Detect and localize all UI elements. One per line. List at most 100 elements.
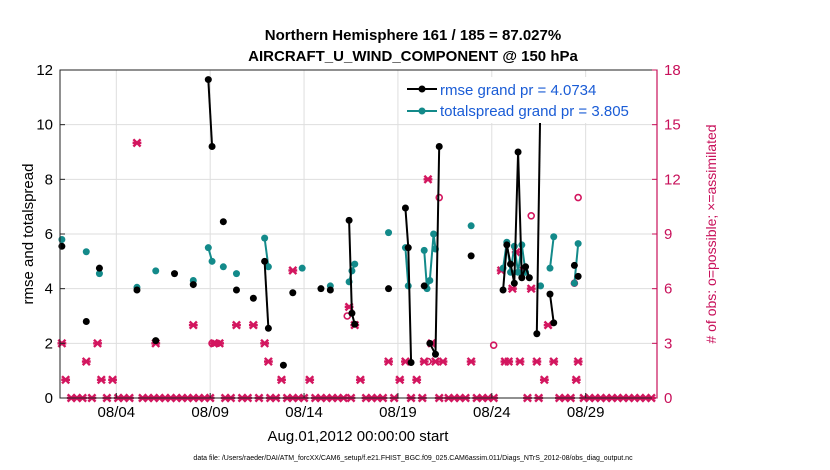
rmse-point — [219, 218, 227, 226]
legend-box — [403, 77, 643, 123]
spread-point — [537, 282, 545, 290]
obs-assimilated-marker — [573, 357, 583, 367]
rmse-point — [407, 358, 415, 366]
rmse-point — [345, 216, 353, 224]
obs-assimilated-marker — [81, 357, 91, 367]
spread-point — [546, 264, 554, 272]
obs-assimilated-marker — [355, 375, 365, 385]
rmse-point — [95, 264, 103, 272]
rmse-point — [401, 204, 409, 212]
spread-point — [430, 230, 438, 238]
y-tick-label: 8 — [45, 171, 53, 188]
rmse-point — [431, 350, 439, 358]
spread-point — [298, 264, 306, 272]
obs-assimilated-marker — [412, 375, 422, 385]
series-lines — [58, 76, 582, 369]
rmse-line-segment — [263, 261, 270, 329]
obs-assimilated-marker — [188, 320, 198, 330]
obs-assimilated-marker — [61, 375, 71, 385]
obs-assimilated-marker — [277, 375, 286, 385]
rmse-point — [514, 148, 522, 156]
y-tick-label: 0 — [45, 390, 53, 407]
rmse-line-segment — [549, 293, 555, 323]
obs-possible-marker — [424, 357, 432, 366]
x-tick-label: 08/24 — [473, 404, 511, 421]
obs-assimilated-marker — [532, 357, 542, 367]
y-tick-label: 2 — [45, 335, 53, 352]
rmse-point — [574, 272, 582, 280]
rmse-point — [82, 317, 90, 325]
x-tick-label: 08/09 — [191, 404, 229, 421]
rmse-point — [289, 289, 297, 297]
rmse-point — [249, 294, 257, 302]
obs-assimilated-marker — [305, 375, 315, 385]
rmse-line-segment — [207, 79, 214, 147]
rmse-point — [467, 252, 475, 260]
legend-spread-marker — [418, 107, 426, 115]
y-right-tick-label: 18 — [664, 62, 681, 79]
rmse-line-segment — [535, 84, 542, 334]
y-right-tick-label: 3 — [664, 335, 672, 352]
obs-possible-marker — [527, 211, 536, 220]
rmse-point — [348, 309, 356, 317]
chart-subtitle: AIRCRAFT_U_WIND_COMPONENT @ 150 hPa — [248, 48, 578, 65]
spread-point — [514, 268, 522, 276]
rmse-point — [522, 263, 530, 271]
rmse-point — [518, 274, 526, 282]
data-file-footnote: data file: /Users/raeder/DAI/ATM_forcXX/… — [193, 455, 633, 462]
rmse-point — [232, 286, 240, 294]
rmse-point — [420, 282, 428, 290]
rmse-point — [326, 286, 334, 294]
obs-assimilated-marker — [263, 357, 273, 367]
spread-point — [232, 270, 240, 278]
x-tick-label: 08/14 — [285, 404, 323, 421]
rmse-point — [525, 274, 533, 282]
obs-assimilated-marker — [93, 338, 102, 348]
rmse-point — [58, 242, 66, 250]
obs-assimilated-marker — [232, 320, 241, 330]
obs-assimilated-marker — [504, 357, 514, 367]
obs-assimilated-marker — [549, 357, 559, 367]
spread-point — [385, 229, 393, 237]
obs-assimilated-marker — [108, 375, 118, 385]
axis-ticks: 0 2 4 6 8 10 12 0 3 6 9 12 15 18 08/04 08/09 08/14 08/19 0… — [36, 62, 680, 421]
rmse-point — [385, 285, 393, 293]
rmse-point — [510, 279, 518, 287]
rmse-point — [171, 270, 179, 278]
spread-point — [152, 267, 160, 275]
spread-point — [550, 233, 558, 241]
spread-point — [351, 260, 359, 268]
obs-assimilated-marker — [466, 357, 476, 367]
rmse-point — [351, 320, 359, 328]
spread-point — [574, 240, 582, 248]
obs-assimilated-marker — [395, 375, 405, 385]
spread-point — [219, 263, 227, 271]
y-right-tick-label: 12 — [664, 171, 681, 188]
legend: rmse grand pr = 4.0734 totalspread grand… — [403, 77, 643, 123]
obs-assimilated-marker — [438, 357, 448, 367]
y-axis-label: rmse and totalspread — [20, 164, 37, 305]
obs-assimilated-marker — [384, 357, 393, 367]
spread-point — [204, 244, 212, 252]
y-tick-label: 12 — [36, 62, 53, 79]
rmse-point — [426, 339, 434, 347]
spread-point — [58, 235, 66, 243]
rmse-point — [133, 286, 141, 294]
rmse-point — [550, 319, 558, 327]
obs-assimilated-marker — [248, 320, 258, 330]
obs-assimilated-marker — [539, 375, 549, 385]
x-axis-label: Aug.01,2012 00:00:00 start — [268, 428, 450, 445]
spread-point — [426, 276, 434, 284]
legend-rmse-label: rmse grand pr = 4.0734 — [440, 82, 596, 99]
spread-point — [570, 279, 578, 287]
legend-spread-label: totalspread grand pr = 3.805 — [440, 103, 629, 120]
rmse-point — [189, 281, 197, 289]
spread-point — [82, 248, 90, 256]
x-tick-label: 08/04 — [98, 404, 136, 421]
spread-line-segment — [404, 247, 410, 286]
obs-assimilated-marker — [288, 265, 298, 275]
y-right-tick-label: 6 — [664, 281, 672, 298]
spread-point — [467, 222, 475, 230]
rmse-point — [435, 143, 443, 151]
